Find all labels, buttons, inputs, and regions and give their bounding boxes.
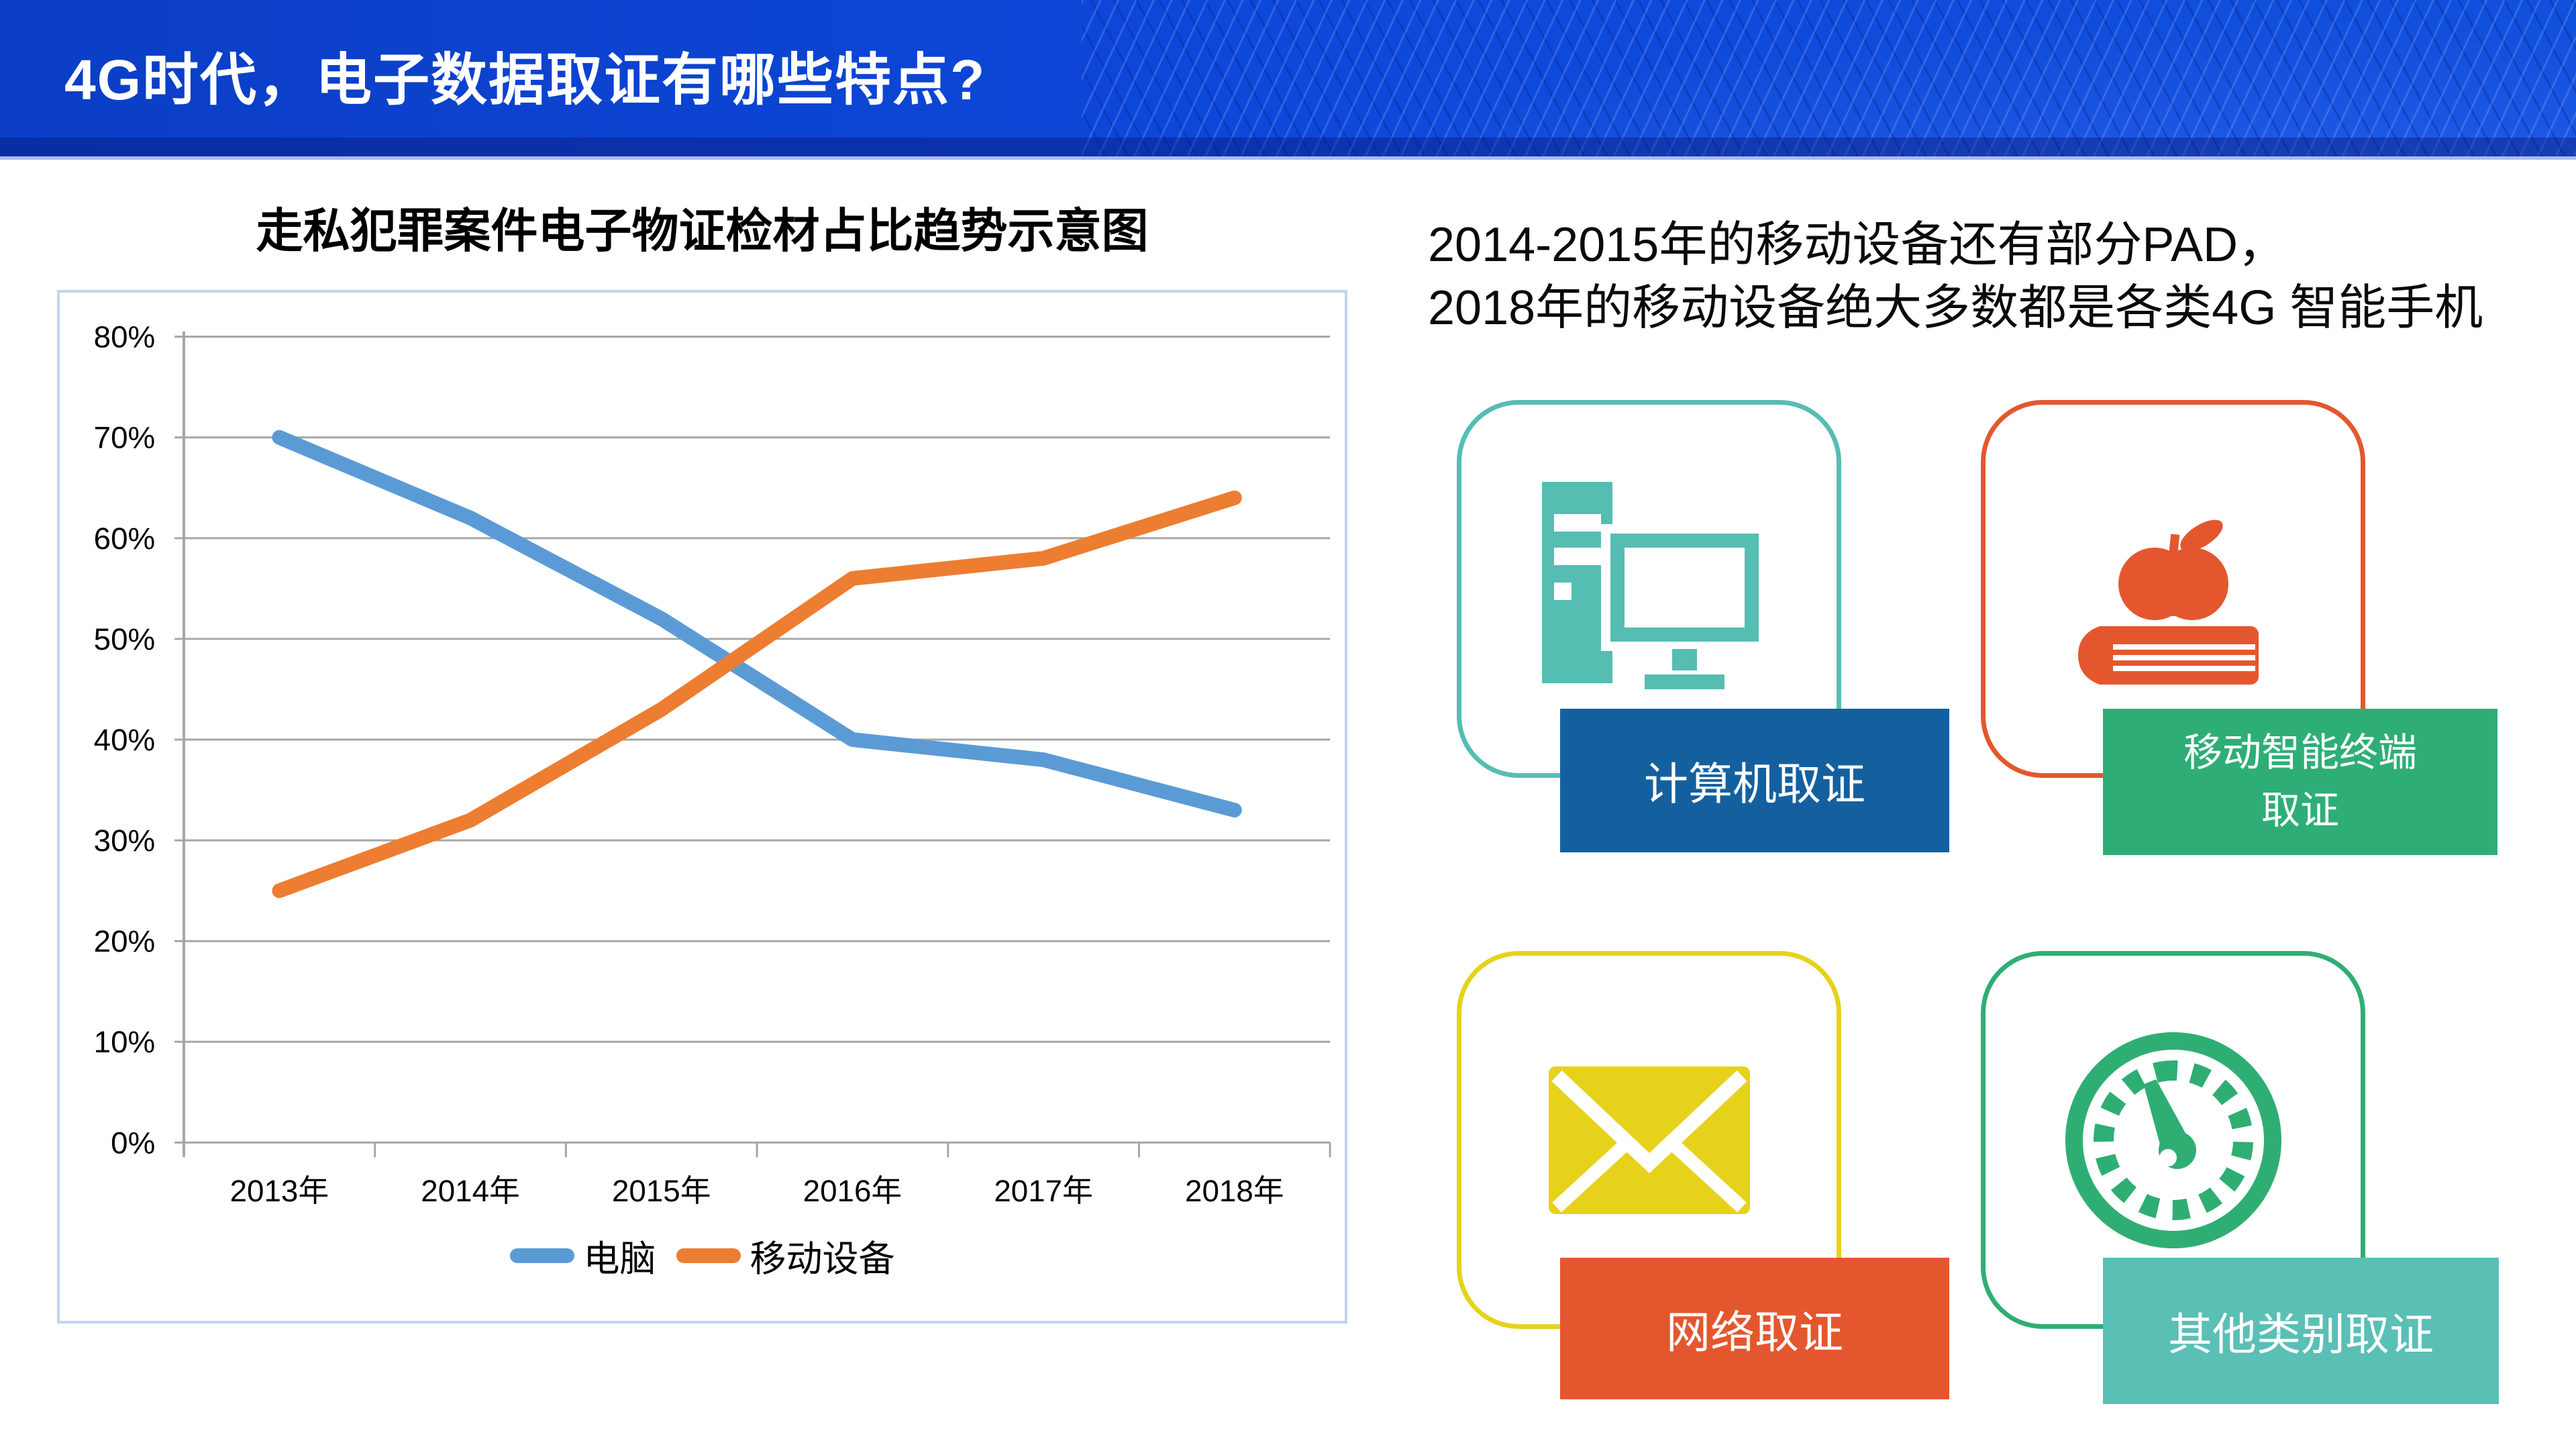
header-banner: 4G时代，电子数据取证有哪些特点? — [0, 0, 2576, 160]
chart-legend: 电脑 移动设备 — [60, 1229, 1345, 1282]
y-tick-label: 0% — [111, 1126, 155, 1160]
legend-label: 移动设备 — [750, 1239, 895, 1279]
legend-swatch — [509, 1248, 574, 1263]
x-tick-label: 2018年 — [1185, 1174, 1284, 1208]
y-tick-label: 50% — [94, 622, 156, 656]
y-tick-label: 80% — [94, 320, 156, 354]
x-tick-label: 2013年 — [230, 1174, 329, 1208]
y-tick-label: 70% — [94, 421, 156, 455]
y-tick-label: 20% — [94, 924, 156, 958]
annotation-line-1: 2014-2015年的移动设备还有部分PAD， — [1428, 218, 2287, 272]
y-tick-label: 10% — [94, 1025, 156, 1059]
legend-label: 电脑 — [583, 1239, 656, 1279]
series-line-移动设备 — [272, 490, 1242, 899]
apple-on-book-icon — [2077, 519, 2259, 685]
x-tick-label: 2016年 — [803, 1174, 903, 1208]
page-title: 4G时代，电子数据取证有哪些特点? — [64, 48, 986, 111]
x-tick-label: 2014年 — [421, 1174, 520, 1208]
gauge-icon — [2065, 1032, 2281, 1248]
y-tick-label: 60% — [94, 521, 156, 556]
card-network-label: 网络取证 — [1560, 1258, 1949, 1399]
legend-swatch — [676, 1248, 741, 1263]
card-computer-label: 计算机取证 — [1560, 709, 1949, 852]
desktop-computer-icon — [1541, 481, 1768, 693]
annotation-note: 2014-2015年的移动设备还有部分PAD， 2018年的移动设备绝大多数都是… — [1428, 213, 2563, 340]
legend-item: 电脑 — [509, 1229, 656, 1282]
card-other-label: 其他类别取证 — [2103, 1258, 2499, 1404]
legend-item: 移动设备 — [676, 1229, 895, 1282]
x-tick-label: 2017年 — [994, 1174, 1093, 1208]
chart-canvas: 0% 10% 20% 30% 40% 50% 60% 70% 80% 2013年 2014年 2015… — [94, 320, 1331, 1208]
x-tick-label: 2015年 — [612, 1174, 711, 1208]
envelope-icon — [1548, 1066, 1750, 1214]
y-tick-label: 40% — [94, 723, 156, 757]
y-tick-label: 30% — [94, 823, 156, 858]
card-mobile-label: 移动智能终端 取证 — [2103, 709, 2497, 855]
chart-title: 走私犯罪案件电子物证检材占比趋势示意图 — [256, 205, 1149, 257]
series-line-电脑 — [272, 430, 1242, 818]
line-chart: 0% 10% 20% 30% 40% 50% 60% 70% 80% 2013年 2014年 2015… — [57, 290, 1347, 1323]
annotation-line-2: 2018年的移动设备绝大多数都是各类4G 智能手机 — [1428, 281, 2483, 335]
